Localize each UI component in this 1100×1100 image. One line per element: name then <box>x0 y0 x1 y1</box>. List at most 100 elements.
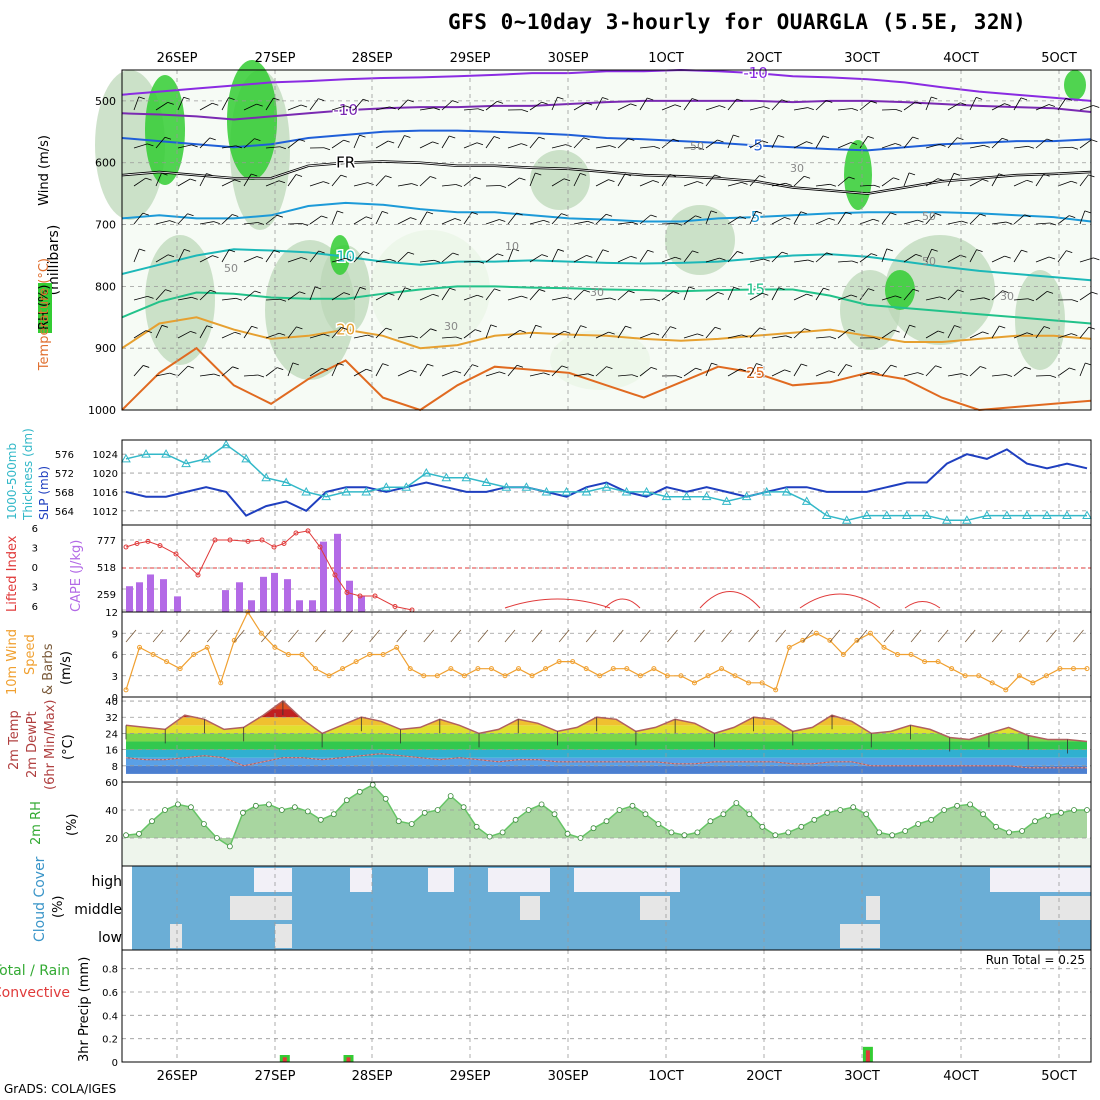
rh-point-3 <box>162 807 168 813</box>
wind-barb-flag <box>826 100 833 103</box>
wind-barb <box>243 290 261 301</box>
li-ytick-4: 6 <box>32 602 38 613</box>
wind-label-1: 10m Wind <box>5 629 20 695</box>
t2m-label-1: 2m Temp <box>7 710 22 770</box>
wind-barb-flag <box>741 181 748 185</box>
wind-barb <box>309 333 330 339</box>
precip-conv-bar-2 <box>865 1050 870 1062</box>
wind-barb-flag <box>142 212 149 216</box>
wind-barb-flag <box>318 98 325 102</box>
wind-barb <box>903 288 920 301</box>
cloud-block-4 <box>488 868 514 892</box>
wind-barb-flag <box>628 138 635 141</box>
wind-barb <box>705 139 724 149</box>
wind-barb <box>595 366 613 377</box>
cloud-block-13 <box>520 896 540 920</box>
wind-barb-flag <box>557 248 565 252</box>
wind10m-barb-36 <box>612 629 624 643</box>
wind-barb-staff <box>441 370 456 377</box>
wind-barb-flag <box>251 325 258 329</box>
wind-barb-flag <box>359 134 366 138</box>
rh-saturated-4 <box>885 270 915 310</box>
wind-barb-flag <box>714 326 722 330</box>
wind-barb-flag <box>206 325 213 329</box>
wind10m-barb-26 <box>477 629 489 643</box>
rh-point-31 <box>525 807 532 813</box>
cape-bar-1 <box>136 582 143 612</box>
wind-barb-flag <box>580 173 587 176</box>
wind-barb-staff <box>661 222 677 225</box>
thickness-ytick-0: 564 <box>55 507 74 518</box>
wind-barb-staff <box>705 139 718 149</box>
wind-barb-flag <box>362 98 370 102</box>
wind-barb-staff <box>991 325 1000 339</box>
wind-barb-flag <box>277 367 284 370</box>
rh-point-58 <box>876 829 883 836</box>
top-date-8: 4OCT <box>943 51 979 66</box>
wind-barb <box>595 97 609 111</box>
wind-barb-flag <box>454 370 462 374</box>
wind-barb-flag <box>191 144 198 148</box>
wind-barb-staff <box>793 328 805 339</box>
wind-barb <box>815 135 830 149</box>
wind-barb-flag <box>870 100 878 104</box>
wind-barb <box>507 248 520 263</box>
wind-barb-staff <box>419 363 428 377</box>
wind10m-barb-52 <box>829 629 841 643</box>
thickness-point-25 <box>621 486 632 496</box>
wind-barb-flag <box>871 253 878 256</box>
wind-barb-flag <box>1071 180 1078 184</box>
wind-barb-staff <box>837 176 849 187</box>
rh2m-unit: (%) <box>65 814 80 837</box>
wind-barb <box>881 212 897 225</box>
thickness-point-11 <box>341 486 352 496</box>
wind-barb-flag <box>586 255 593 258</box>
wind-barb <box>221 297 243 301</box>
wind-barb <box>485 185 507 188</box>
wind-barb <box>419 107 440 111</box>
cloud-block-9 <box>840 924 880 948</box>
wind-barb <box>859 100 878 111</box>
rh-point-13 <box>291 804 298 811</box>
wind-barb <box>881 329 900 339</box>
rh-point-17 <box>343 797 350 804</box>
wind-barb <box>441 370 462 377</box>
wind-barb <box>925 178 944 187</box>
rh-point-8 <box>226 843 233 850</box>
wind-barb <box>925 365 942 377</box>
wind-barb-flag <box>886 248 893 252</box>
wind10m-barb-64 <box>991 629 1003 643</box>
wind-barb-flag <box>235 145 242 149</box>
wind-barb <box>617 138 635 149</box>
precip-conv-bar-0 <box>282 1057 287 1062</box>
wind-speed-point-2 <box>150 652 156 657</box>
thickness-point-8 <box>281 477 292 486</box>
wind-barb-staff <box>947 220 962 225</box>
rh-point-36 <box>590 825 597 832</box>
thickness-point-5 <box>221 439 231 449</box>
wind-barb <box>331 139 350 149</box>
wind-barb <box>881 177 900 187</box>
wind-barb-flag <box>147 143 154 147</box>
thickness-point-12 <box>361 486 372 496</box>
wind-barb <box>177 213 194 225</box>
wind-barb <box>661 174 676 187</box>
thickness-point-1 <box>141 449 151 458</box>
wind-barb-staff <box>375 327 387 339</box>
wind-barb <box>595 297 616 301</box>
wind-barb-staff <box>661 256 676 263</box>
wind-ytick-0: 0 <box>112 693 118 704</box>
wind-barb <box>947 289 964 301</box>
wind-barb-flag <box>711 362 718 366</box>
cape-label: CAPE (J/kg) <box>69 540 84 612</box>
wind-barb-flag <box>1071 146 1079 150</box>
wind-barb-flag <box>675 256 682 260</box>
wind-barb-flag <box>519 329 526 333</box>
wind-barb <box>837 329 856 339</box>
wind-barb <box>309 98 325 111</box>
wind-barb-flag <box>583 289 591 293</box>
wind-speed-point-46 <box>746 680 752 686</box>
wind-barb-staff <box>1035 291 1048 301</box>
rh-point-30 <box>512 816 519 823</box>
precip-ytick-1: 0.2 <box>102 1035 118 1046</box>
